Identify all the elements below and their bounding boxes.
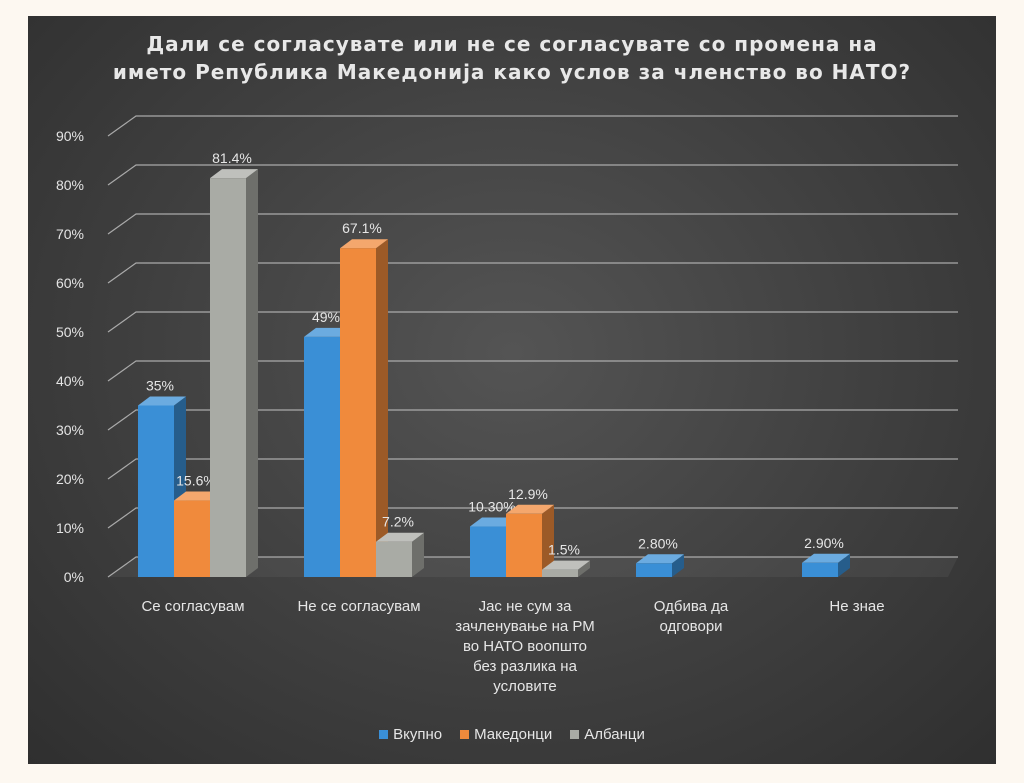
bar-side	[672, 554, 684, 577]
gridline	[107, 115, 958, 137]
bar	[138, 405, 174, 577]
bar	[542, 569, 578, 577]
gridline	[107, 262, 958, 284]
bar-top	[636, 554, 684, 564]
data-label: 49%	[312, 309, 340, 325]
bar	[802, 562, 838, 577]
bar-top	[376, 532, 424, 542]
category-label: Не се согласувам	[297, 598, 420, 615]
gridline	[107, 213, 958, 235]
gridline	[107, 507, 958, 529]
bar	[304, 336, 340, 577]
y-tick-label: 20%	[56, 471, 84, 487]
y-tick-label: 80%	[56, 177, 84, 193]
legend-item-albanci: Албанци	[570, 726, 645, 743]
category-label: Не знае	[829, 598, 884, 615]
category-label: Одбива да	[654, 598, 729, 615]
category-label: без разлика на	[473, 658, 578, 675]
legend-label-albanci: Албанци	[584, 726, 645, 743]
bar	[376, 541, 412, 577]
data-label: 10.30%	[468, 499, 515, 515]
category-label: зачленување на РМ	[455, 618, 595, 635]
category-label: условите	[493, 678, 557, 695]
data-label: 2.80%	[638, 535, 678, 551]
legend-item-makedonci: Македонци	[460, 726, 552, 743]
y-tick-label: 90%	[56, 128, 84, 144]
category-label: во НАТО воопшто	[463, 638, 587, 655]
bar	[636, 563, 672, 577]
gridline	[107, 311, 958, 333]
bar-side	[246, 169, 258, 577]
y-tick-label: 70%	[56, 226, 84, 242]
bar-top	[340, 239, 388, 249]
bar	[340, 248, 376, 577]
bar-top	[542, 560, 590, 570]
chart-title-line-2: името Република Македонија како услов за…	[112, 60, 912, 84]
data-label: 67.1%	[342, 220, 382, 236]
legend-swatch-vkupno	[379, 730, 389, 739]
bar	[470, 526, 506, 577]
data-label: 81.4%	[212, 150, 252, 166]
category-label: Јас не сум за	[479, 598, 572, 615]
category-label: Се согласувам	[141, 598, 244, 615]
gridline	[107, 164, 958, 186]
legend-item-vkupno: Вкупно	[379, 726, 442, 743]
bar-top	[210, 169, 258, 179]
bar-side	[838, 553, 850, 577]
bar-top	[506, 504, 554, 514]
y-tick-label: 30%	[56, 422, 84, 438]
y-tick-label: 0%	[64, 569, 84, 585]
chart-title-line-1: Дали се согласувате или не се согласуват…	[146, 32, 878, 56]
chart-title: Дали се согласувате или не се согласуват…	[28, 30, 996, 86]
bar	[174, 500, 210, 577]
data-label: 12.9%	[508, 486, 548, 502]
bar-side	[412, 532, 424, 577]
bar-side	[542, 504, 554, 577]
gridline	[107, 409, 958, 431]
bar-top	[802, 553, 850, 563]
bar	[506, 513, 542, 577]
legend-swatch-makedonci	[460, 730, 470, 739]
legend-label-vkupno: Вкупно	[393, 726, 443, 743]
data-label: 35%	[146, 378, 174, 394]
category-label: одговори	[659, 618, 722, 635]
legend-swatch-albanci	[570, 730, 580, 739]
bar	[210, 178, 246, 577]
y-tick-label: 10%	[56, 520, 84, 536]
bar-chart: 0% 10% 20% 30% 40% 50% 60% 70% 80% 90% 35% 49% 10.30…	[56, 115, 958, 695]
chart-legend: Вкупно Македонци Албанци	[28, 726, 996, 743]
data-label: 15.6%	[176, 473, 216, 489]
y-tick-label: 40%	[56, 373, 84, 389]
gridline	[107, 458, 958, 480]
bar-side	[376, 239, 388, 577]
data-label: 7.2%	[382, 514, 414, 530]
bar-side	[578, 560, 590, 577]
data-label: 2.90%	[804, 535, 844, 551]
gridline	[107, 360, 958, 382]
legend-label-makedonci: Македонци	[474, 726, 553, 743]
bar-top	[138, 396, 186, 406]
data-label: 1.5%	[548, 542, 580, 558]
chart-panel: Дали се согласувате или не се согласуват…	[28, 16, 996, 764]
y-tick-label: 50%	[56, 324, 84, 340]
y-tick-label: 60%	[56, 275, 84, 291]
